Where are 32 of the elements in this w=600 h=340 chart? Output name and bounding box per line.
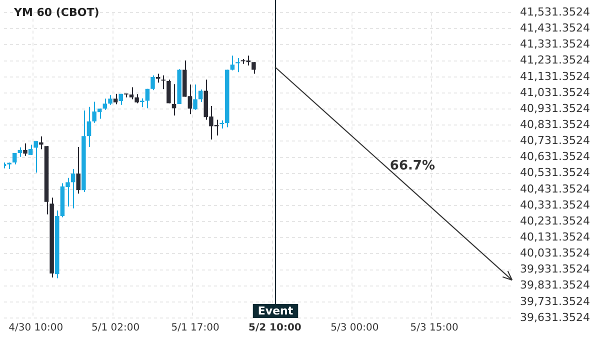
y-tick-label: 41,431.3524 [520,22,590,35]
y-tick-label: 40,931.3524 [520,102,590,115]
y-tick-label: 39,831.3524 [520,278,590,292]
y-tick-label: 41,131.3524 [520,70,590,83]
y-tick-label: 40,131.3524 [520,230,590,244]
y-tick-label: 40,731.3524 [520,134,590,148]
y-tick-label: 39,731.3524 [520,294,590,308]
y-tick-label: 41,531.3524 [520,5,590,18]
y-tick-label: 40,031.3524 [520,246,590,260]
y-tick-label: 39,631.3524 [520,310,590,324]
ref-line-label: Event [258,304,294,318]
candlestick [140,98,144,108]
y-tick-label: 40,831.3524 [520,118,590,131]
y-tick-label: 40,431.3524 [520,182,590,196]
candlestick [236,57,240,73]
y-tick-label: 39,931.3524 [520,262,590,276]
candlestick [124,93,128,98]
y-tick-label: 41,231.3524 [520,54,590,67]
chart-title: YM 60 (CBOT) [13,6,100,19]
y-tick-label: 41,031.3524 [520,86,590,99]
y-tick-label: 40,531.3524 [520,166,590,180]
x-tick-label: 5/2 10:00 [248,322,302,334]
x-tick-label: 5/1 02:00 [92,322,140,334]
y-tick-label: 41,331.3524 [520,38,590,51]
x-tick-label: 5/1 17:00 [171,322,220,334]
x-tick-label: 5/3 00:00 [330,322,379,334]
x-tick-label: 4/30 10:00 [8,322,64,334]
x-tick-label: 5/3 15:00 [410,322,458,334]
y-tick-label: 40,631.3524 [520,150,590,164]
annotation: 66.7% [390,158,436,174]
y-tick-label: 40,331.3524 [520,198,590,212]
y-tick-label: 40,231.3524 [520,214,590,228]
